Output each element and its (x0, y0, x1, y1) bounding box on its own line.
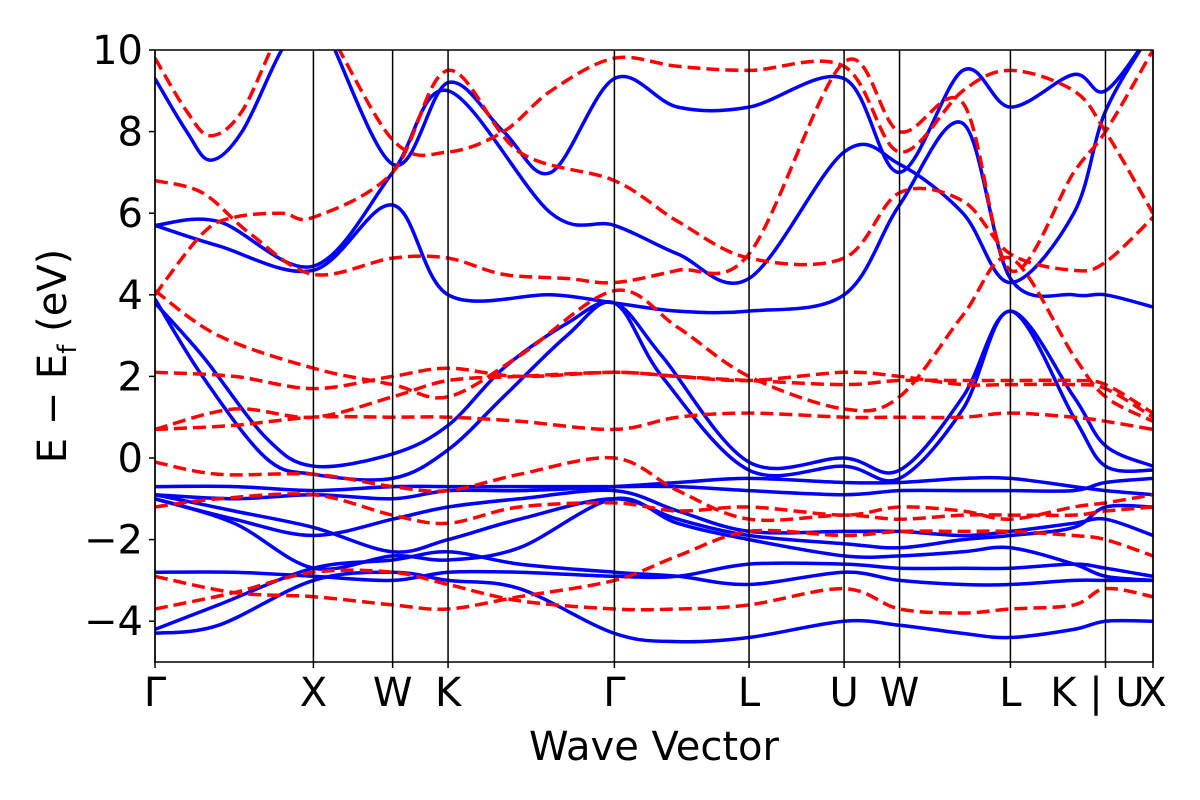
y-axis-title-unit: (eV) (30, 249, 76, 345)
dashed-band-line-19 (155, 528, 1153, 612)
x-tick-label-2: W (373, 670, 413, 716)
solid-band-line-5 (155, 476, 1153, 497)
solid-band-line-4 (155, 475, 1153, 501)
solid-band-line-9 (155, 50, 1143, 286)
y-tick-label-2: 0 (118, 436, 143, 482)
dashed-band-line-15 (155, 366, 1153, 419)
solid-band-line-1 (155, 550, 1153, 632)
y-tick-label-4: 4 (118, 273, 143, 319)
dashed-band-line-17 (155, 455, 1153, 523)
x-tick-label-9: K | U (1050, 670, 1144, 716)
dashed-band-line-20 (155, 568, 1153, 615)
y-tick-label-7: 10 (92, 28, 143, 74)
solid-band-line-0 (155, 570, 1153, 644)
y-tick-label-6: 8 (118, 110, 143, 156)
x-tick-label-7: W (880, 670, 920, 716)
y-axis-title: E − Ef (eV) (30, 249, 83, 464)
plot-frame (154, 49, 1154, 663)
x-tick-label-1: X (300, 670, 327, 716)
solid-band-line-2 (155, 561, 1153, 583)
y-tick-label-0: −4 (84, 599, 143, 645)
x-tick-label-5: L (738, 670, 761, 716)
solid-band-line-11 (155, 492, 1153, 554)
x-tick-label-6: U (829, 670, 858, 716)
y-axis-title-subscript: f (53, 344, 83, 354)
y-tick-label-1: −2 (84, 518, 143, 564)
x-tick-label-3: K (435, 670, 463, 716)
dashed-band-line-18 (155, 492, 1153, 526)
dashed-band-line-16 (155, 255, 1153, 423)
dashed-band-line-13 (155, 411, 1153, 432)
y-axis-ticks: −4 −2 0 2 4 6 8 10 (84, 28, 155, 645)
y-tick-label-5: 6 (118, 191, 143, 237)
y-tick-label-3: 2 (118, 354, 143, 400)
dashed-band-line-22 (155, 50, 1153, 285)
y-axis-title-main: E − E (30, 354, 76, 464)
x-tick-label-10: X (1139, 670, 1166, 716)
dashed-band-line-23 (155, 50, 1153, 215)
solid-band-line-12 (155, 496, 1153, 583)
x-axis-title: Wave Vector (529, 724, 780, 770)
x-tick-label-4: Γ (603, 670, 626, 716)
solid-band-line-10 (155, 50, 1142, 176)
x-tick-label-0: Γ (144, 670, 167, 716)
band-lines (155, 50, 1153, 644)
x-tick-label-8: L (999, 670, 1022, 716)
